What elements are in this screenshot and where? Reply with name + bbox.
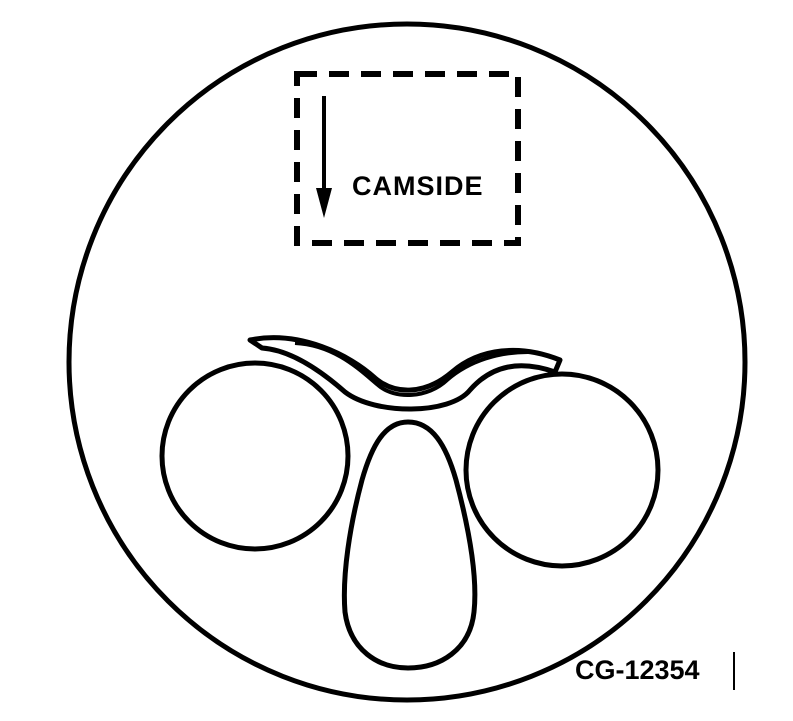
direction-arrow-head	[316, 188, 332, 218]
camside-label: CAMSIDE	[352, 171, 484, 201]
figure-id-label: CG-12354	[575, 655, 700, 685]
camside-marking-box	[294, 71, 521, 246]
piston-crown-outline	[66, 21, 748, 703]
teardrop-chamber	[341, 419, 478, 671]
combustion-bowl-inner-edge	[294, 341, 529, 397]
combustion-bowl-top	[247, 335, 563, 412]
left-valve-relief	[159, 360, 351, 552]
right-valve-relief	[463, 371, 661, 569]
